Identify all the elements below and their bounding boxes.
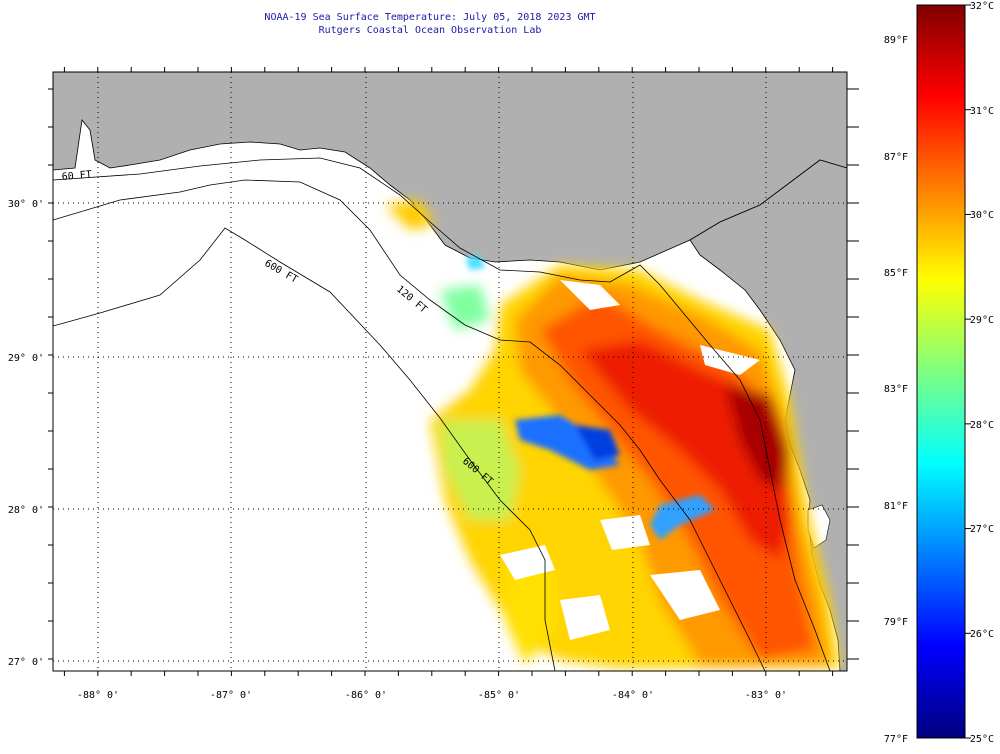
colorbar — [916, 4, 966, 739]
isobath-60ft — [53, 157, 831, 671]
lon-label: -84° 0' — [612, 690, 654, 701]
map-subtitle: Rutgers Coastal Ocean Observation Lab — [318, 25, 542, 36]
colorbar-f-label: 89°F — [884, 35, 908, 46]
lat-label: 27° 0' — [8, 657, 44, 668]
colorbar-c-label: 25°C — [970, 734, 994, 745]
colorbar-c-label: 27°C — [970, 524, 994, 535]
cloud-gaps — [500, 280, 760, 640]
map-frame — [52, 71, 848, 672]
colorbar-fahrenheit-labels: 89°F 87°F 85°F 83°F 81°F 79°F 77°F — [884, 35, 908, 745]
cool-patches — [465, 255, 715, 540]
colorbar-f-label: 79°F — [884, 617, 908, 628]
colorbar-c-label: 29°C — [970, 315, 994, 326]
colorbar-f-label: 83°F — [884, 384, 908, 395]
map-title: NOAA-19 Sea Surface Temperature: July 05… — [264, 12, 596, 23]
colorbar-c-label: 31°C — [970, 106, 994, 117]
lon-label: -83° 0' — [745, 690, 787, 701]
colorbar-ticks — [965, 4, 971, 739]
isobaths — [53, 157, 831, 671]
colorbar-celsius-labels: 32°C 31°C 30°C 29°C 28°C 27°C 26°C 25°C — [970, 1, 994, 745]
colorbar-f-label: 81°F — [884, 501, 908, 512]
isobath-label: 60 FT — [61, 169, 92, 183]
lon-label: -87° 0' — [210, 690, 252, 701]
colorbar-f-label: 85°F — [884, 268, 908, 279]
frame-ticks — [48, 67, 859, 676]
colorbar-f-label: 77°F — [884, 734, 908, 745]
colorbar-c-label: 30°C — [970, 210, 994, 221]
lon-label: -86° 0' — [345, 690, 387, 701]
lon-label: -85° 0' — [478, 690, 520, 701]
lat-label: 30° 0' — [8, 199, 44, 210]
colorbar-c-label: 26°C — [970, 629, 994, 640]
lon-label-group: -88° 0' -87° 0' -86° 0' -85° 0' -84° 0' … — [77, 690, 787, 701]
colorbar-f-label: 87°F — [884, 152, 908, 163]
isobath-600ft-west — [53, 227, 556, 671]
colorbar-c-label: 28°C — [970, 420, 994, 431]
lat-label: 29° 0' — [8, 353, 44, 364]
lat-label-group: 30° 0' 29° 0' 28° 0' 27° 0' — [8, 199, 44, 668]
colorbar-c-label: 32°C — [970, 1, 994, 12]
lat-label: 28° 0' — [8, 505, 44, 516]
isobath-120ft — [53, 179, 766, 671]
lon-label: -88° 0' — [77, 690, 119, 701]
